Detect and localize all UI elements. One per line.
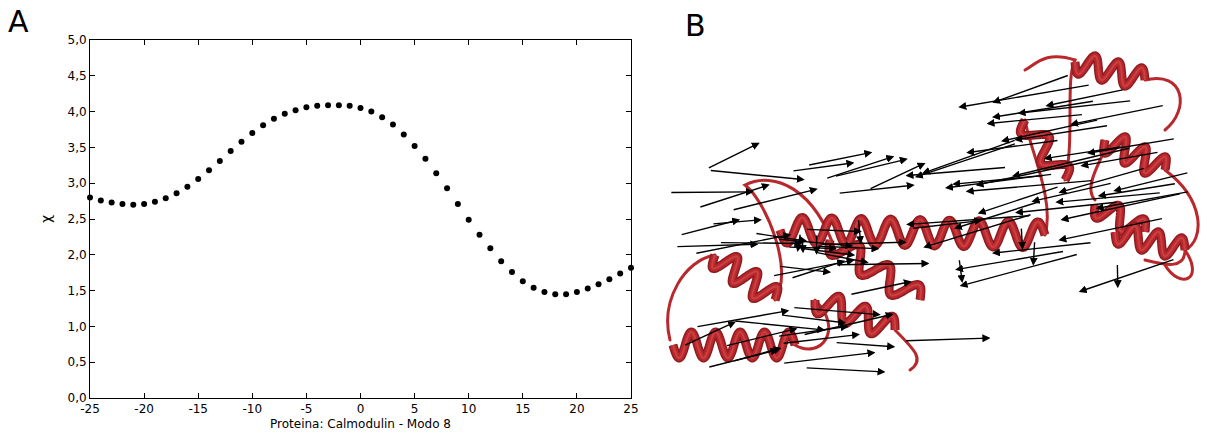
svg-text:4,5: 4,5 [68, 69, 87, 83]
svg-text:5,0: 5,0 [68, 33, 87, 47]
svg-text:5: 5 [411, 402, 419, 416]
svg-text:20: 20 [569, 402, 584, 416]
svg-text:3,0: 3,0 [68, 176, 87, 190]
svg-text:-10: -10 [242, 402, 262, 416]
svg-text:-25: -25 [80, 402, 100, 416]
svg-text:0: 0 [357, 402, 365, 416]
svg-text:2,5: 2,5 [68, 212, 87, 226]
svg-text:B: B [685, 8, 706, 43]
svg-text:25: 25 [623, 402, 638, 416]
svg-text:Proteina: Calmodulin - Modo 8: Proteina: Calmodulin - Modo 8 [270, 417, 451, 431]
svg-text:1,5: 1,5 [68, 284, 87, 298]
svg-text:10: 10 [461, 402, 476, 416]
svg-text:0,5: 0,5 [68, 355, 87, 369]
svg-text:2,0: 2,0 [68, 248, 87, 262]
html-text:A: A [8, 4, 29, 39]
svg-text:χ: χ [38, 215, 54, 223]
svg-text:3,5: 3,5 [68, 141, 87, 155]
svg-text:15: 15 [515, 402, 530, 416]
svg-text:-15: -15 [188, 402, 208, 416]
svg-text:-20: -20 [134, 402, 154, 416]
svg-text:4,0: 4,0 [68, 105, 87, 119]
svg-text:-5: -5 [300, 402, 312, 416]
svg-text:1,0: 1,0 [68, 320, 87, 334]
svg-text:0,0: 0,0 [68, 391, 87, 405]
